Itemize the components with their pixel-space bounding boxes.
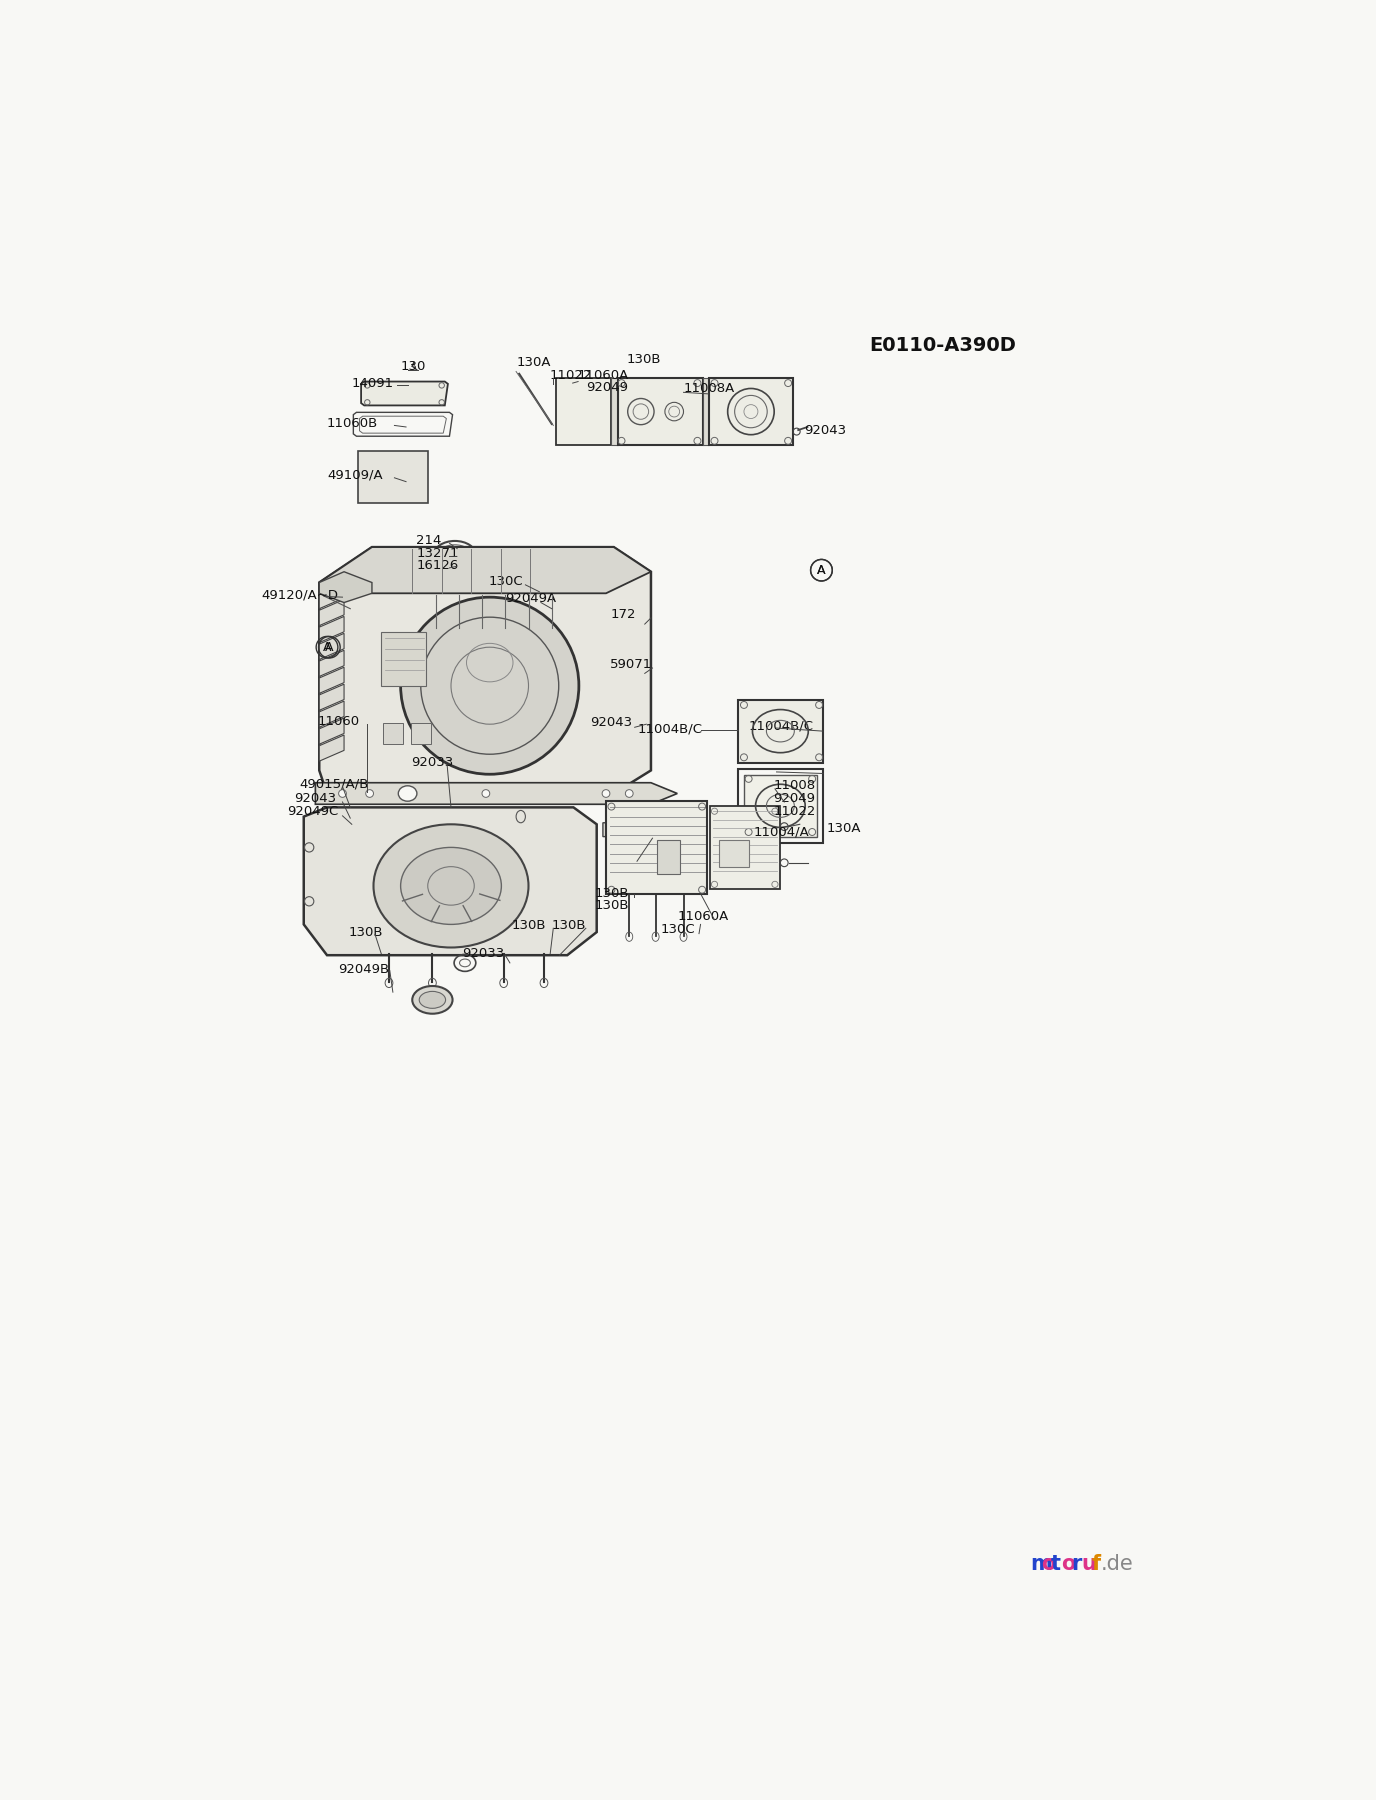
- Ellipse shape: [338, 790, 347, 797]
- Text: 49015/A/B: 49015/A/B: [299, 778, 369, 790]
- Text: 11004B/C: 11004B/C: [637, 722, 703, 736]
- Polygon shape: [319, 684, 344, 711]
- Text: 172: 172: [611, 608, 636, 621]
- Text: 11060A: 11060A: [578, 369, 629, 382]
- Text: 130B: 130B: [626, 353, 660, 365]
- Bar: [611, 378, 618, 445]
- Bar: [738, 700, 823, 763]
- Text: 49120/A~D: 49120/A~D: [261, 589, 338, 601]
- Text: 130B: 130B: [594, 900, 629, 913]
- Ellipse shape: [625, 790, 633, 797]
- Ellipse shape: [603, 790, 610, 797]
- Ellipse shape: [413, 986, 453, 1013]
- Text: f: f: [1091, 1553, 1101, 1573]
- Polygon shape: [319, 668, 344, 693]
- Text: u: u: [1082, 1553, 1095, 1573]
- Bar: [410, 722, 431, 743]
- Text: 59071: 59071: [610, 657, 652, 671]
- Polygon shape: [319, 547, 651, 794]
- Text: m: m: [1031, 1553, 1053, 1573]
- Text: 14091: 14091: [352, 378, 394, 391]
- Polygon shape: [319, 734, 344, 761]
- Text: 11022: 11022: [773, 805, 816, 817]
- Bar: [738, 769, 823, 842]
- Polygon shape: [319, 547, 651, 594]
- Polygon shape: [319, 700, 344, 727]
- Polygon shape: [361, 382, 449, 405]
- Text: 130B: 130B: [512, 920, 546, 932]
- Text: 130B: 130B: [552, 920, 586, 932]
- Polygon shape: [319, 583, 344, 608]
- Text: .de: .de: [1101, 1553, 1134, 1573]
- Bar: [381, 632, 427, 686]
- Text: A: A: [817, 563, 826, 576]
- Polygon shape: [319, 599, 344, 626]
- Text: 130B: 130B: [594, 887, 629, 900]
- Text: 130: 130: [400, 360, 427, 373]
- Text: 11008: 11008: [773, 779, 816, 792]
- Text: 11004/A: 11004/A: [753, 826, 809, 839]
- Bar: [556, 378, 611, 445]
- Text: 11022: 11022: [549, 369, 592, 382]
- Text: 11004B/C: 11004B/C: [749, 720, 813, 733]
- Polygon shape: [603, 823, 691, 837]
- Text: 130A: 130A: [516, 356, 550, 369]
- Polygon shape: [319, 572, 372, 603]
- Bar: [618, 378, 703, 445]
- Text: 92049B: 92049B: [338, 963, 389, 976]
- Text: r: r: [1071, 1553, 1082, 1573]
- Bar: [383, 722, 403, 743]
- Text: E0110-A390D: E0110-A390D: [870, 337, 1017, 355]
- Text: 92033: 92033: [462, 947, 504, 959]
- Text: A: A: [323, 641, 332, 653]
- Text: 92043: 92043: [590, 716, 632, 729]
- Ellipse shape: [400, 598, 579, 774]
- Text: A: A: [817, 563, 826, 576]
- Polygon shape: [319, 718, 344, 743]
- Polygon shape: [319, 634, 344, 659]
- Bar: [710, 806, 780, 889]
- Bar: [744, 776, 817, 837]
- Bar: [358, 450, 428, 504]
- Bar: [709, 378, 793, 445]
- Polygon shape: [304, 808, 597, 956]
- Bar: [720, 839, 749, 868]
- Text: 16126: 16126: [416, 560, 458, 572]
- Ellipse shape: [400, 848, 501, 925]
- Text: 92049: 92049: [586, 382, 627, 394]
- Ellipse shape: [373, 824, 528, 947]
- Text: 92049C: 92049C: [286, 805, 338, 817]
- Text: 11060A: 11060A: [677, 911, 728, 923]
- Text: 92033: 92033: [410, 756, 453, 769]
- Ellipse shape: [366, 790, 373, 797]
- Bar: [703, 378, 709, 445]
- Polygon shape: [315, 783, 677, 805]
- Text: 92043: 92043: [294, 792, 337, 805]
- Text: 130B: 130B: [348, 925, 383, 938]
- Text: 214: 214: [416, 535, 442, 547]
- Ellipse shape: [398, 787, 417, 801]
- Text: 11060B: 11060B: [327, 418, 378, 430]
- Text: 130A: 130A: [826, 823, 860, 835]
- Text: 49109/A: 49109/A: [327, 470, 383, 482]
- Text: o: o: [1040, 1553, 1055, 1573]
- Text: A: A: [325, 641, 333, 653]
- Text: 11060: 11060: [318, 715, 361, 727]
- Text: t: t: [1051, 1553, 1061, 1573]
- Text: 92049: 92049: [773, 792, 816, 805]
- Text: 92049A: 92049A: [505, 592, 556, 605]
- Text: 130C: 130C: [488, 576, 524, 589]
- Bar: [658, 839, 680, 875]
- Text: 130C: 130C: [660, 923, 696, 936]
- Text: 13271: 13271: [416, 547, 458, 560]
- Bar: [605, 801, 707, 893]
- Text: 92043: 92043: [805, 423, 846, 437]
- Ellipse shape: [420, 992, 446, 1008]
- Polygon shape: [319, 650, 344, 677]
- Text: o: o: [1061, 1553, 1075, 1573]
- Text: 11008A: 11008A: [684, 382, 735, 394]
- Polygon shape: [319, 616, 344, 643]
- Ellipse shape: [482, 790, 490, 797]
